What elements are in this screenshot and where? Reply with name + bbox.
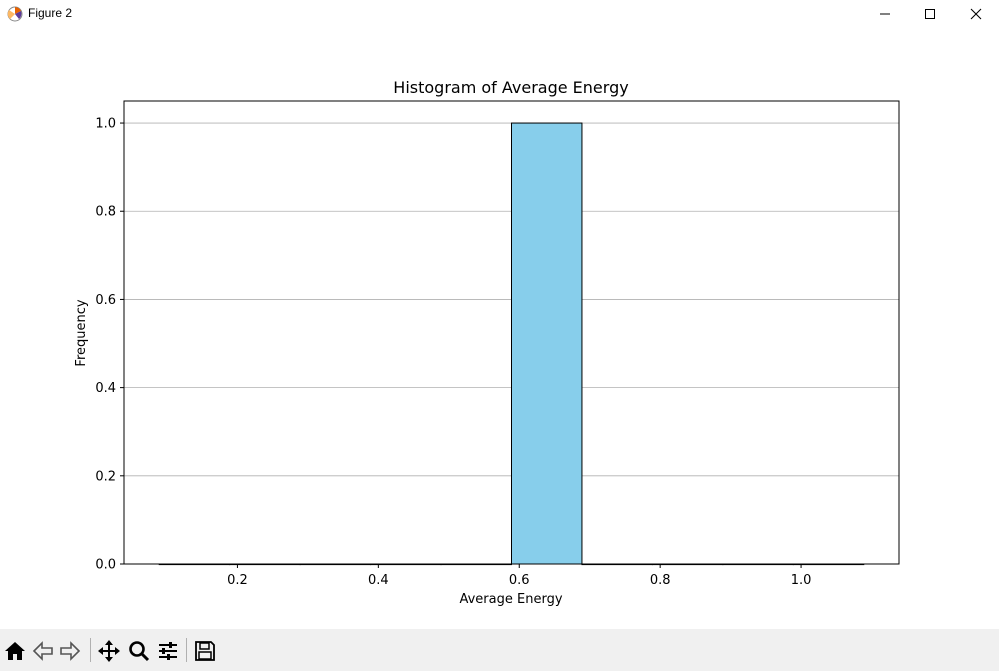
back-arrow-icon [32,641,53,661]
back-button[interactable] [29,637,57,665]
close-button[interactable] [953,0,999,28]
y-tick-label: 0.8 [95,205,116,220]
x-tick-label: 0.2 [227,573,248,588]
save-icon [195,641,215,661]
axes-frame [123,100,900,565]
pan-icon [98,640,120,662]
toolbar-separator [186,638,187,662]
minimize-icon [880,13,890,15]
histogram-chart: 0.2 0.4 0.6 0.8 1.0 0.0 0.2 0.4 0.6 0.8 1.0 Histo… [74,78,900,607]
figure-canvas[interactable]: 0.2 0.4 0.6 0.8 1.0 0.0 0.2 0.4 0.6 0.8 1.0 Histo… [0,28,999,629]
y-tick-label: 1.0 [95,117,116,132]
zoom-button[interactable] [125,637,153,665]
configure-subplots-button[interactable] [154,637,182,665]
save-button[interactable] [191,637,219,665]
navigation-toolbar [0,629,999,671]
zoom-icon [129,641,150,662]
x-tick-label: 0.4 [368,573,389,588]
histogram-bar [511,122,583,565]
toolbar-separator [90,638,91,662]
configure-subplots-icon [159,642,177,660]
minimize-button[interactable] [862,0,908,28]
matplotlib-icon [7,6,23,22]
home-button[interactable] [1,637,29,665]
y-tick-label: 0.4 [95,381,116,396]
x-tick-label: 0.8 [650,573,671,588]
forward-arrow-icon [60,641,81,661]
forward-button[interactable] [56,637,84,665]
y-tick-label: 0.6 [95,293,116,308]
maximize-icon [925,9,935,19]
y-tick-label: 0.0 [95,558,116,573]
pan-button[interactable] [95,637,123,665]
x-axis-label: Average Energy [459,592,562,607]
maximize-button[interactable] [907,0,953,28]
x-tick-label: 0.6 [509,573,530,588]
window-titlebar: Figure 2 [0,0,999,28]
home-icon [5,642,25,660]
chart-title: Histogram of Average Energy [393,78,628,97]
window-title: Figure 2 [28,6,73,20]
close-icon [970,8,982,20]
x-tick-label: 1.0 [791,573,812,588]
y-axis-label: Frequency [74,299,89,366]
y-tick-label: 0.2 [95,469,116,484]
